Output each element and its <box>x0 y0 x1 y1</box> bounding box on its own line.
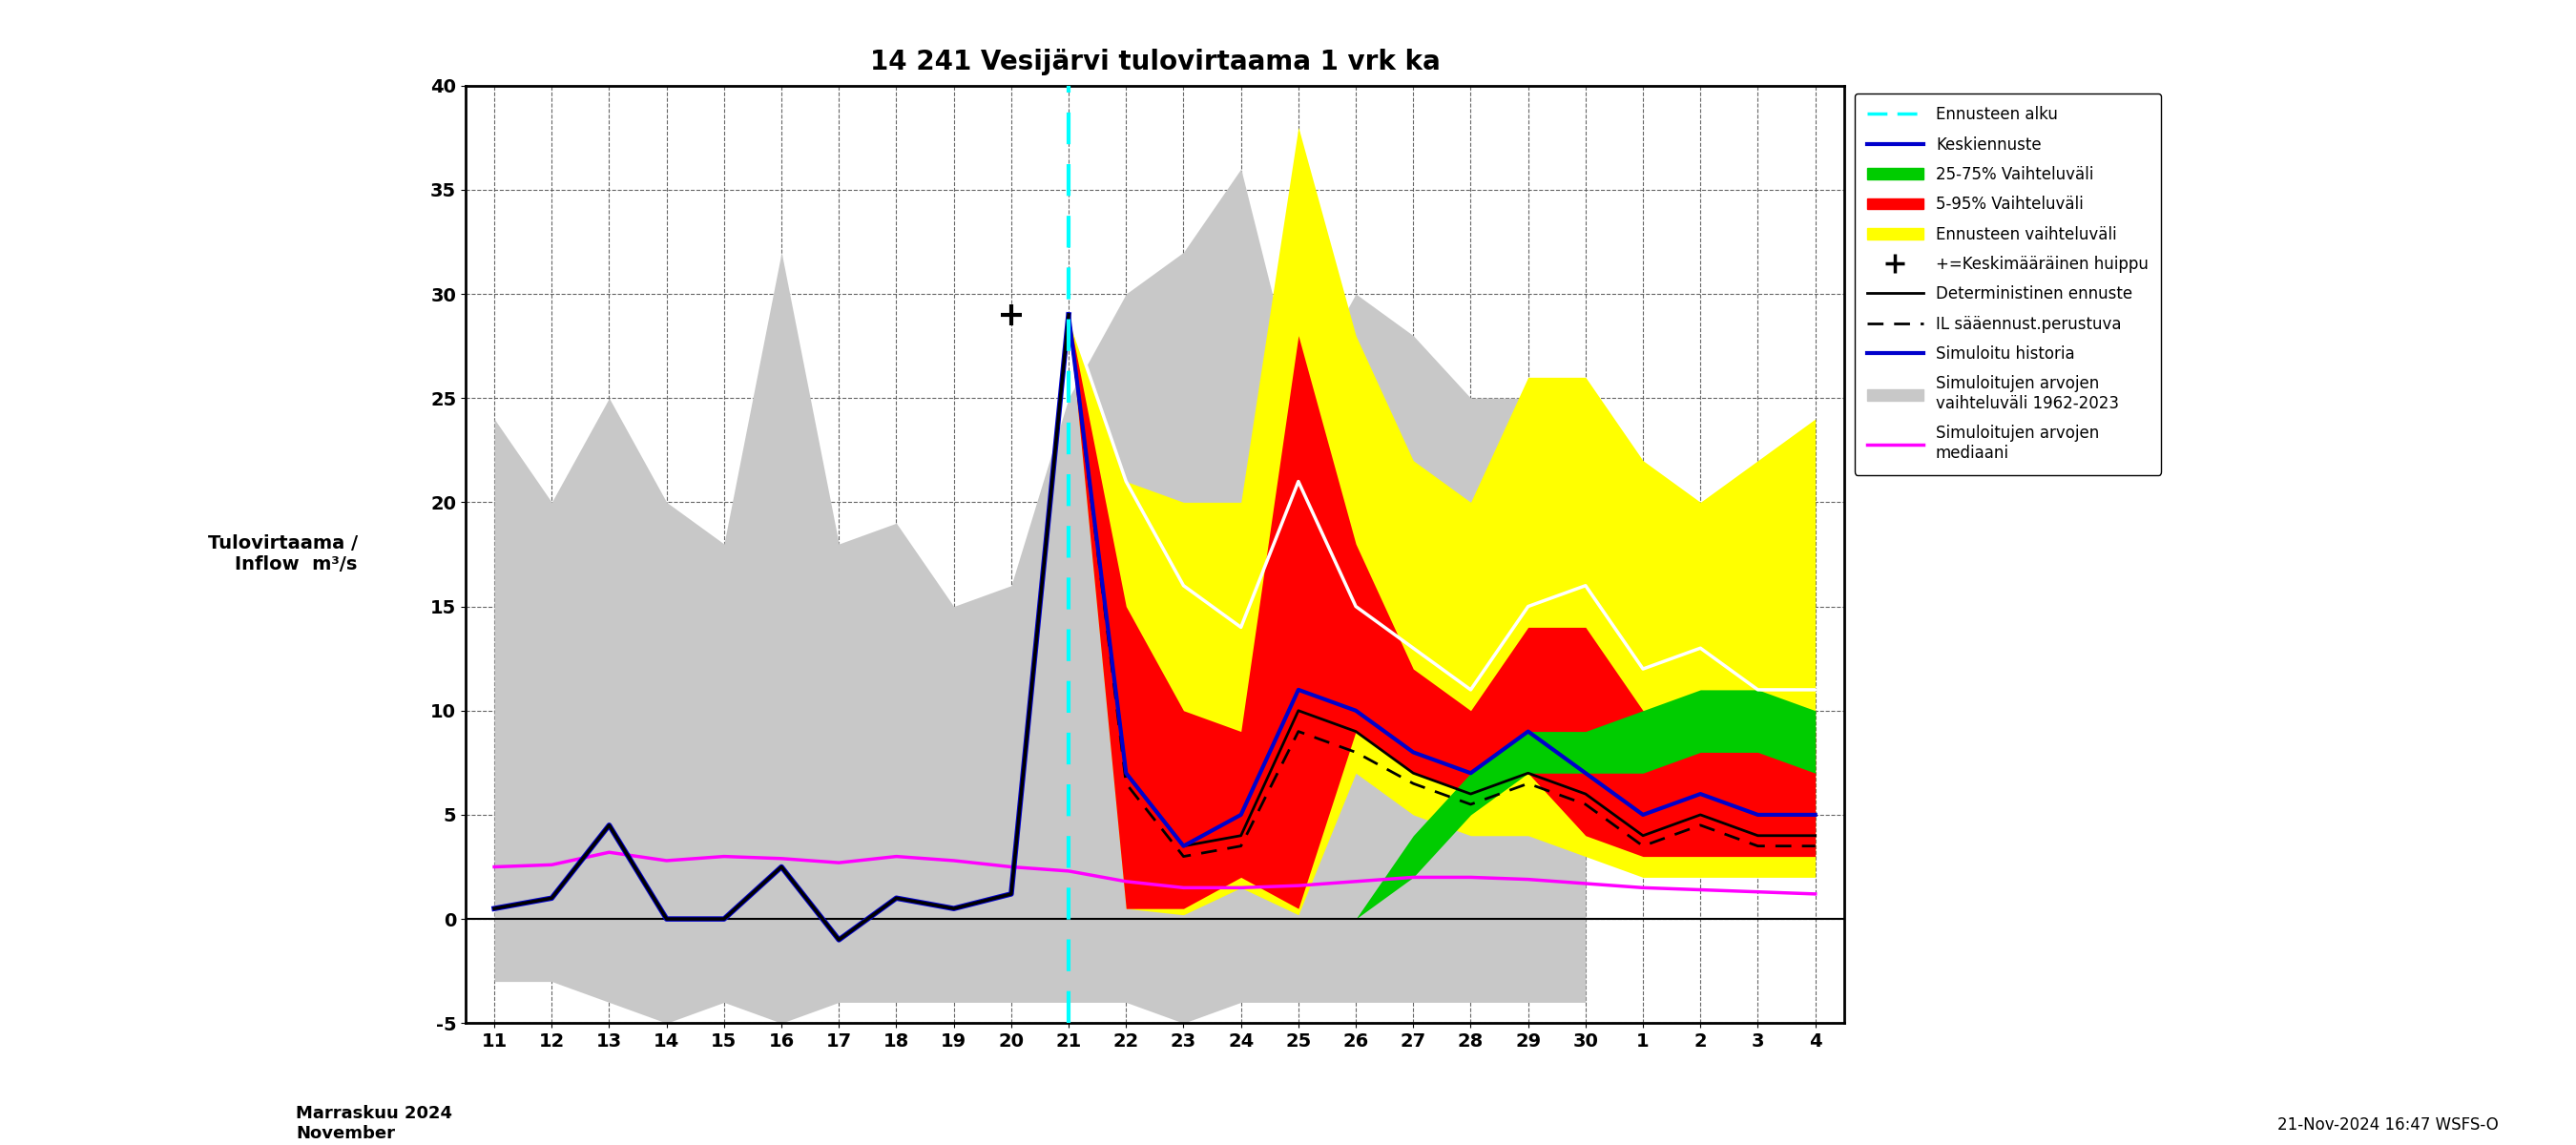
Legend: Ennusteen alku, Keskiennuste, 25-75% Vaihteluväli, 5-95% Vaihteluväli, Ennusteen: Ennusteen alku, Keskiennuste, 25-75% Vai… <box>1855 94 2161 475</box>
Text: 21-Nov-2024 16:47 WSFS-O: 21-Nov-2024 16:47 WSFS-O <box>2277 1116 2499 1134</box>
Y-axis label: Tulovirtaama /
Inflow  m³/s: Tulovirtaama / Inflow m³/s <box>209 535 358 574</box>
Text: Marraskuu 2024
November: Marraskuu 2024 November <box>296 1105 453 1142</box>
Title: 14 241 Vesijärvi tulovirtaama 1 vrk ka: 14 241 Vesijärvi tulovirtaama 1 vrk ka <box>871 48 1440 76</box>
